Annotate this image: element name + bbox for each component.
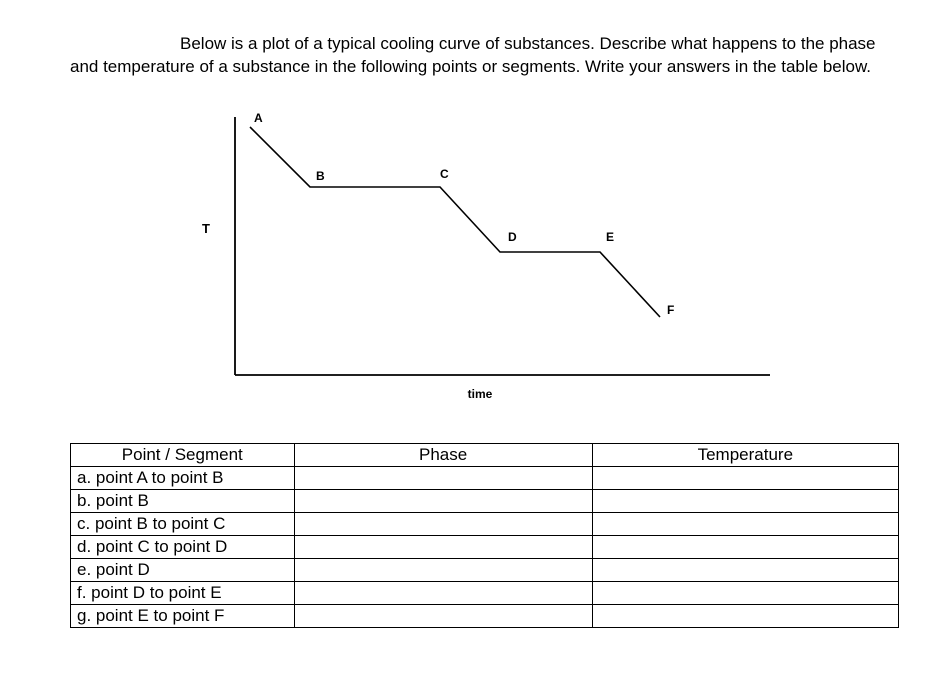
table-row: e. point D	[71, 558, 899, 581]
row-label: f. point D to point E	[71, 581, 295, 604]
table-header-row: Point / Segment Phase Temperature	[71, 443, 899, 466]
table-row: g. point E to point F	[71, 604, 899, 627]
x-axis-label: time	[468, 387, 493, 401]
chart-svg	[170, 107, 790, 407]
col-header-phase: Phase	[294, 443, 592, 466]
phase-cell[interactable]	[294, 489, 592, 512]
worksheet-page: Below is a plot of a typical cooling cur…	[0, 0, 949, 648]
point-label-d: D	[508, 230, 517, 244]
answer-table: Point / Segment Phase Temperature a. poi…	[70, 443, 899, 628]
point-label-e: E	[606, 230, 614, 244]
point-label-a: A	[254, 111, 263, 125]
row-label: b. point B	[71, 489, 295, 512]
temperature-cell[interactable]	[592, 466, 898, 489]
temperature-cell[interactable]	[592, 604, 898, 627]
table-body: a. point A to point Bb. point Bc. point …	[71, 466, 899, 627]
table-row: a. point A to point B	[71, 466, 899, 489]
col-header-temperature: Temperature	[592, 443, 898, 466]
phase-cell[interactable]	[294, 466, 592, 489]
point-label-c: C	[440, 167, 449, 181]
temperature-cell[interactable]	[592, 558, 898, 581]
row-label: a. point A to point B	[71, 466, 295, 489]
table-row: d. point C to point D	[71, 535, 899, 558]
row-label: g. point E to point F	[71, 604, 295, 627]
temperature-cell[interactable]	[592, 489, 898, 512]
cooling-curve-chart: T time A B C D E F	[170, 107, 790, 407]
temperature-cell[interactable]	[592, 512, 898, 535]
phase-cell[interactable]	[294, 558, 592, 581]
phase-cell[interactable]	[294, 604, 592, 627]
phase-cell[interactable]	[294, 512, 592, 535]
y-axis-label: T	[202, 221, 210, 236]
point-label-b: B	[316, 169, 325, 183]
point-label-f: F	[667, 303, 674, 317]
table-row: f. point D to point E	[71, 581, 899, 604]
table-row: b. point B	[71, 489, 899, 512]
row-label: e. point D	[71, 558, 295, 581]
phase-cell[interactable]	[294, 581, 592, 604]
temperature-cell[interactable]	[592, 535, 898, 558]
temperature-cell[interactable]	[592, 581, 898, 604]
intro-text: Below is a plot of a typical cooling cur…	[70, 33, 899, 79]
col-header-segment: Point / Segment	[71, 443, 295, 466]
phase-cell[interactable]	[294, 535, 592, 558]
table-row: c. point B to point C	[71, 512, 899, 535]
row-label: d. point C to point D	[71, 535, 295, 558]
row-label: c. point B to point C	[71, 512, 295, 535]
